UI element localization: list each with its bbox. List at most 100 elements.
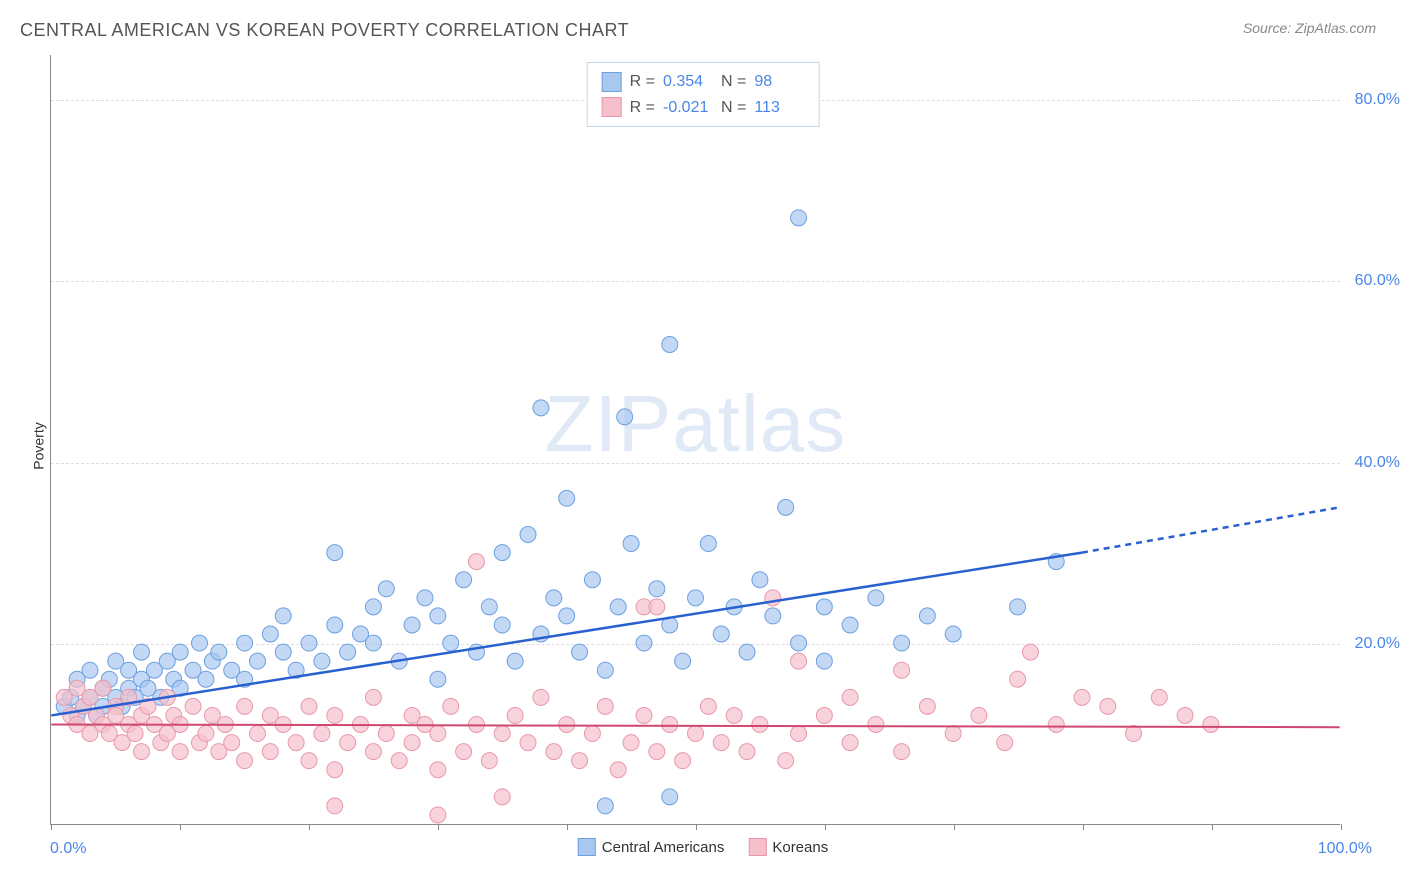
data-point: [211, 644, 227, 660]
y-tick-label: 80.0%: [1355, 91, 1400, 109]
data-point: [224, 735, 240, 751]
legend-swatch: [748, 838, 766, 856]
data-point: [443, 635, 459, 651]
data-point: [816, 707, 832, 723]
data-point: [378, 581, 394, 597]
data-point: [894, 662, 910, 678]
data-point: [945, 726, 961, 742]
stat-r-label: R =: [630, 69, 655, 95]
data-point: [340, 735, 356, 751]
data-point: [778, 753, 794, 769]
data-point: [134, 744, 150, 760]
stat-r-value: 0.354: [663, 69, 713, 95]
data-point: [327, 545, 343, 561]
data-point: [1074, 689, 1090, 705]
data-point: [610, 599, 626, 615]
x-axis-max-label: 100.0%: [1318, 840, 1372, 858]
data-point: [765, 608, 781, 624]
data-point: [82, 662, 98, 678]
source-attribution: Source: ZipAtlas.com: [1243, 20, 1376, 36]
correlation-stats-box: R =0.354N =98R =-0.021N =113: [587, 62, 820, 127]
data-point: [314, 726, 330, 742]
scatter-chart: ZIPatlas 20.0%40.0%60.0%80.0%: [50, 55, 1340, 825]
data-point: [1126, 726, 1142, 742]
data-point: [559, 716, 575, 732]
data-point: [1010, 671, 1026, 687]
data-point: [275, 608, 291, 624]
data-point: [1010, 599, 1026, 615]
legend-swatch: [602, 97, 622, 117]
stats-row: R =-0.021N =113: [602, 95, 805, 121]
data-point: [430, 807, 446, 823]
data-point: [314, 653, 330, 669]
data-point: [481, 753, 497, 769]
legend-item: Central Americans: [578, 838, 725, 856]
data-point: [842, 617, 858, 633]
stat-r-label: R =: [630, 95, 655, 121]
data-point: [842, 735, 858, 751]
data-point: [249, 653, 265, 669]
data-point: [636, 707, 652, 723]
data-point: [997, 735, 1013, 751]
data-point: [894, 744, 910, 760]
stats-row: R =0.354N =98: [602, 69, 805, 95]
plot-svg: [51, 55, 1340, 824]
data-point: [1022, 644, 1038, 660]
data-point: [365, 744, 381, 760]
data-point: [275, 644, 291, 660]
data-point: [971, 707, 987, 723]
data-point: [237, 635, 253, 651]
data-point: [752, 572, 768, 588]
x-tick: [825, 824, 826, 830]
x-axis-min-label: 0.0%: [50, 840, 86, 858]
data-point: [623, 735, 639, 751]
data-point: [430, 726, 446, 742]
data-point: [791, 635, 807, 651]
data-point: [559, 490, 575, 506]
data-point: [700, 698, 716, 714]
data-point: [623, 536, 639, 552]
data-point: [340, 644, 356, 660]
legend-label: Central Americans: [602, 839, 725, 856]
x-tick: [696, 824, 697, 830]
data-point: [172, 644, 188, 660]
data-point: [127, 726, 143, 742]
data-point: [198, 671, 214, 687]
stat-n-label: N =: [721, 69, 746, 95]
data-point: [791, 726, 807, 742]
data-point: [649, 581, 665, 597]
x-tick: [51, 824, 52, 830]
data-point: [597, 798, 613, 814]
data-point: [365, 635, 381, 651]
data-point: [301, 753, 317, 769]
data-point: [919, 698, 935, 714]
data-point: [584, 726, 600, 742]
data-point: [198, 726, 214, 742]
data-point: [1151, 689, 1167, 705]
data-point: [327, 707, 343, 723]
data-point: [533, 400, 549, 416]
data-point: [1203, 716, 1219, 732]
data-point: [816, 599, 832, 615]
data-point: [816, 653, 832, 669]
data-point: [649, 599, 665, 615]
data-point: [192, 635, 208, 651]
data-point: [572, 644, 588, 660]
data-point: [134, 644, 150, 660]
data-point: [945, 626, 961, 642]
legend-label: Koreans: [772, 839, 828, 856]
data-point: [778, 499, 794, 515]
data-point: [713, 735, 729, 751]
data-point: [404, 617, 420, 633]
stat-n-value: 113: [754, 95, 804, 121]
data-point: [894, 635, 910, 651]
trend-line-extrapolated: [1082, 507, 1340, 552]
legend-item: Koreans: [748, 838, 828, 856]
data-point: [688, 726, 704, 742]
data-point: [919, 608, 935, 624]
data-point: [584, 572, 600, 588]
data-point: [494, 545, 510, 561]
y-tick-label: 60.0%: [1355, 272, 1400, 290]
data-point: [1177, 707, 1193, 723]
trend-line: [51, 724, 1339, 727]
